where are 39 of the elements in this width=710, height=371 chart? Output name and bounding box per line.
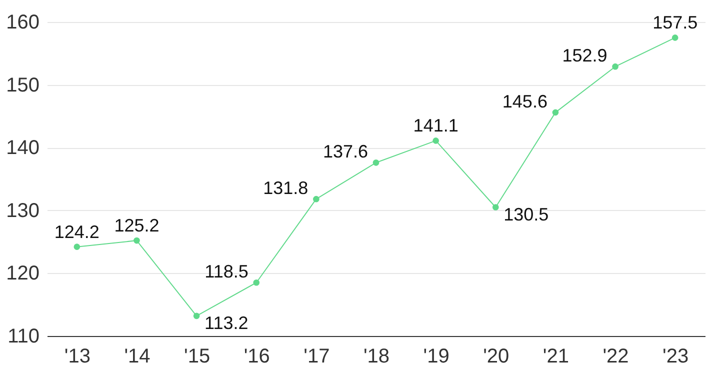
- x-tick-label: '15: [184, 346, 210, 368]
- x-tick-label: '23: [662, 346, 689, 368]
- point: [552, 109, 559, 116]
- data-label: 157.5: [652, 12, 698, 33]
- data-label: 125.2: [114, 216, 160, 236]
- point: [74, 244, 80, 250]
- data-label: 130.5: [504, 204, 549, 224]
- y-tick-label: 120: [6, 262, 40, 285]
- x-tick-label: '17: [304, 346, 330, 368]
- data-label: 137.6: [322, 142, 368, 162]
- point: [432, 138, 439, 144]
- point: [193, 312, 200, 320]
- x-tick-label: '21: [542, 346, 569, 368]
- x-tick-label: '16: [244, 346, 270, 368]
- data-label: 113.2: [204, 312, 248, 333]
- data-label: 118.5: [204, 262, 248, 282]
- x-tick-label: '14: [124, 346, 150, 368]
- data-label: 131.8: [263, 178, 308, 198]
- point: [313, 196, 320, 202]
- y-tick-label: 110: [8, 326, 40, 348]
- point: [372, 160, 380, 166]
- data-label: 124.2: [54, 222, 100, 242]
- data-label: 141.1: [413, 116, 458, 136]
- data-label: 145.6: [502, 91, 548, 112]
- x-tick-label: '13: [64, 346, 90, 368]
- point: [612, 63, 618, 70]
- x-tick-label: '19: [423, 346, 450, 368]
- y-tick-label: 160: [6, 12, 40, 34]
- y-tick-label: 150: [6, 74, 40, 96]
- point: [253, 279, 260, 286]
- data-label: 152.9: [562, 46, 608, 66]
- x-tick-label: '20: [483, 346, 510, 368]
- point: [672, 34, 678, 41]
- y-tick-label: 140: [6, 137, 40, 160]
- point: [492, 204, 499, 210]
- x-tick-label: '18: [363, 346, 390, 368]
- x-tick-label: '22: [602, 346, 629, 368]
- y-tick-label: 130: [6, 200, 40, 222]
- point: [134, 237, 140, 244]
